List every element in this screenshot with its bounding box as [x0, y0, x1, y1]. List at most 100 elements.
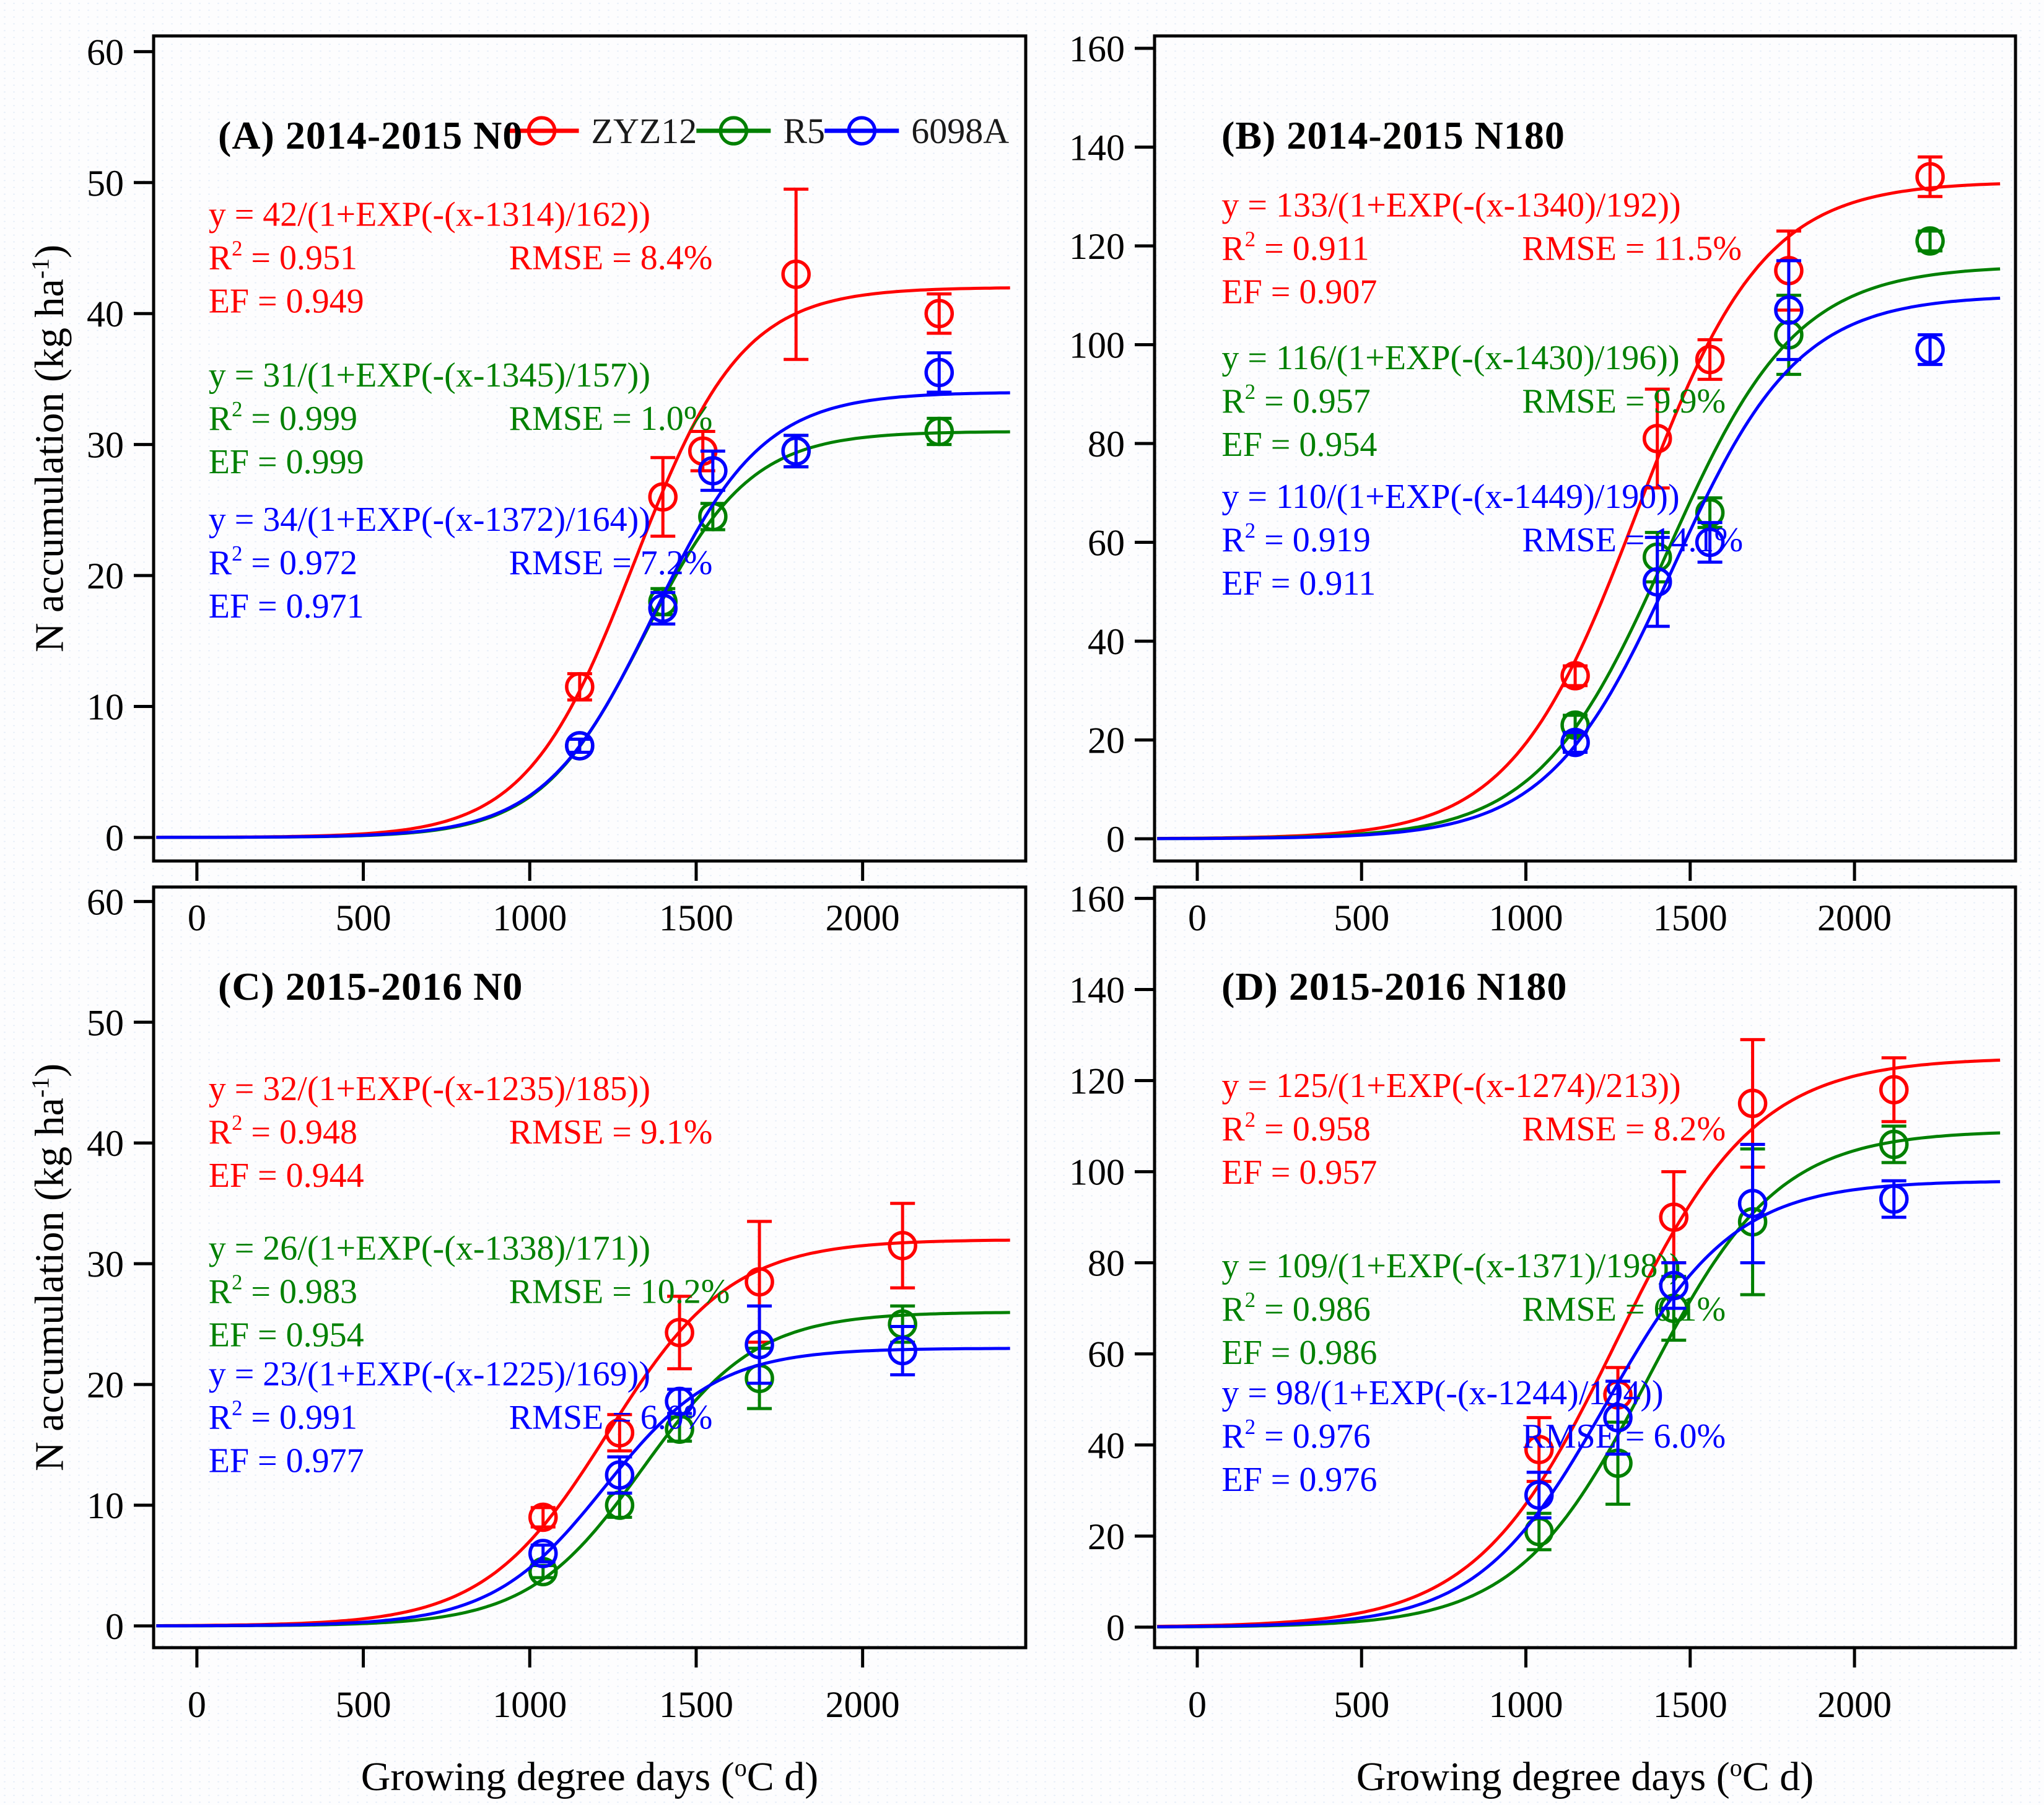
data-point-6098A [528, 1539, 558, 1568]
panel-A: 0 500 1000 1500 2000 0 10 20 30 40 50 60 y = 42/(1+E… [87, 32, 1028, 938]
equation-R5: y = 109/(1+EXP(-(x-1371)/198)) [1221, 1247, 1680, 1285]
legend-label-ZYZ12: ZYZ12 [592, 111, 697, 151]
legend-marker-circle [718, 116, 749, 146]
rmse-6098A: RMSE = 7.2% [509, 544, 713, 582]
ef-6098A: EF = 0.976 [1221, 1461, 1377, 1499]
error-bar [890, 1325, 915, 1376]
rmse-ZYZ12: RMSE = 8.4% [509, 238, 713, 277]
x-tick-label: 1000 [1489, 898, 1563, 938]
ef-6098A: EF = 0.971 [209, 587, 364, 626]
r2-6098A: R2​ = 0.991 [209, 1396, 357, 1436]
y-tick-label: 100 [1069, 1152, 1125, 1193]
plot-box [152, 34, 1028, 863]
error-bar [1881, 1056, 1906, 1124]
y-axis-title-text: N accumulation (kg ha [27, 279, 72, 653]
data-point-6098A [1879, 1184, 1909, 1214]
r2-R5: R2​ = 0.986 [1221, 1288, 1370, 1329]
error-bar [1644, 387, 1670, 490]
error-bar [567, 737, 592, 754]
plot-box [1153, 885, 2017, 1650]
error-bar [650, 456, 676, 538]
y-tick-label: 80 [1088, 424, 1125, 465]
x-tick-label: 1500 [1653, 1684, 1727, 1725]
legend-label-6098A: 6098A [911, 111, 1009, 151]
y-tick-label: 40 [1088, 1425, 1125, 1466]
r2-R5: R2​ = 0.957 [1221, 380, 1370, 421]
x-axis-title-right: Growing degree days (oC d) [1356, 1753, 1814, 1801]
x-tick-label: 500 [1334, 898, 1389, 938]
panel-D: 0 500 1000 1500 2000 0 20 40 60 80 100 120 140 160 y =… [1069, 878, 2017, 1725]
fit-curve-6098A [156, 1347, 1010, 1628]
panel-B: 0 500 1000 1500 2000 0 20 40 60 80 100 120 140 160 y =… [1069, 28, 2017, 938]
data-point-6098A [1603, 1402, 1633, 1433]
data-point-6098A [1642, 567, 1672, 597]
x-axis-title-left: Growing degree days (oC d) [361, 1753, 818, 1801]
legend-item-ZYZ12: ZYZ12 [504, 111, 697, 151]
x-tick-label: 1000 [492, 898, 567, 938]
r2-ZYZ12: R2​ = 0.911 [1221, 227, 1369, 268]
legend-marker-circle [526, 116, 557, 146]
x-tick-label: 2000 [826, 898, 900, 938]
x-tick-label: 0 [188, 898, 206, 938]
data-point-ZYZ12 [1560, 661, 1590, 691]
data-point-ZYZ12 [1524, 1435, 1554, 1464]
ef-R5: EF = 0.999 [209, 443, 364, 481]
y-axis-title-top: N accumulation (kg ha-1) [26, 245, 74, 652]
x-tick-label: 1500 [1653, 898, 1727, 938]
y-tick-label: 100 [1069, 325, 1125, 366]
data-point-ZYZ12 [745, 1267, 774, 1297]
error-bar [784, 434, 809, 469]
rmse-R5: RMSE = 6.1% [1522, 1290, 1726, 1329]
data-point-ZYZ12 [528, 1502, 558, 1532]
data-point-ZYZ12 [605, 1418, 635, 1448]
panel-a-title: (A) 2014-2015 N0 [218, 113, 523, 157]
equation-6098A: y = 110/(1+EXP(-(x-1449)/190)) [1221, 478, 1679, 516]
plot-box [152, 885, 1028, 1650]
r2-R5: R2​ = 0.999 [209, 397, 357, 438]
r2-ZYZ12: R2​ = 0.951 [209, 236, 357, 277]
y-tick-label: 0 [105, 1606, 124, 1647]
y-tick-label: 140 [1069, 969, 1125, 1010]
equation-ZYZ12: y = 125/(1+EXP(-(x-1274)/213)) [1221, 1067, 1680, 1105]
y-tick-label: 80 [1088, 1243, 1125, 1284]
data-point-6098A [1659, 1270, 1688, 1301]
y-tick-label: 20 [1088, 1516, 1125, 1557]
ef-ZYZ12: EF = 0.907 [1221, 273, 1377, 312]
y-tick-label: 120 [1069, 226, 1125, 267]
data-point-R5 [665, 1414, 694, 1444]
data-point-R5 [1879, 1129, 1909, 1160]
x-axis-title-close: C d) [1742, 1754, 1814, 1799]
y-axis-title-bottom: N accumulation (kg ha-1) [26, 1064, 74, 1471]
r2-6098A: R2​ = 0.976 [1221, 1415, 1370, 1456]
equation-R5: y = 26/(1+EXP(-(x-1338)/171)) [209, 1230, 650, 1268]
data-point-ZYZ12 [781, 260, 811, 289]
y-tick-label: 60 [87, 881, 124, 922]
rmse-R5: RMSE = 9.9% [1522, 382, 1726, 421]
equation-ZYZ12: y = 32/(1+EXP(-(x-1235)/185)) [209, 1070, 650, 1108]
x-axis-title-text: Growing degree days ( [360, 1754, 735, 1799]
fit-curve-6098A [1157, 296, 2001, 841]
data-point-6098A [1524, 1480, 1554, 1510]
equation-ZYZ12: y = 133/(1+EXP(-(x-1340)/192)) [1221, 186, 1680, 225]
rmse-ZYZ12: RMSE = 9.1% [509, 1113, 713, 1152]
data-point-6098A [1695, 527, 1725, 557]
error-bar [1740, 1142, 1765, 1265]
y-axis-title-close: ) [27, 244, 72, 258]
data-point-ZYZ12 [924, 299, 954, 328]
y-tick-label: 160 [1069, 878, 1125, 919]
rmse-ZYZ12: RMSE = 8.2% [1522, 1110, 1726, 1148]
data-point-ZYZ12 [1695, 344, 1725, 375]
data-point-6098A [1774, 295, 1804, 325]
x-tick-label: 1500 [659, 898, 733, 938]
r2-ZYZ12: R2​ = 0.948 [209, 1111, 357, 1152]
y-axis-title-sup: -1 [26, 1077, 55, 1098]
y-tick-label: 20 [1088, 720, 1125, 761]
y-axis-title-text: N accumulation (kg ha [27, 1098, 72, 1472]
y-tick-label: 30 [87, 425, 124, 466]
data-point-ZYZ12 [565, 672, 595, 702]
panel-c-title: (C) 2015-2016 N0 [218, 964, 523, 1008]
error-bar [890, 1202, 915, 1290]
panel-b-title: (B) 2014-2015 N180 [1221, 113, 1565, 157]
ef-ZYZ12: EF = 0.949 [209, 282, 364, 320]
